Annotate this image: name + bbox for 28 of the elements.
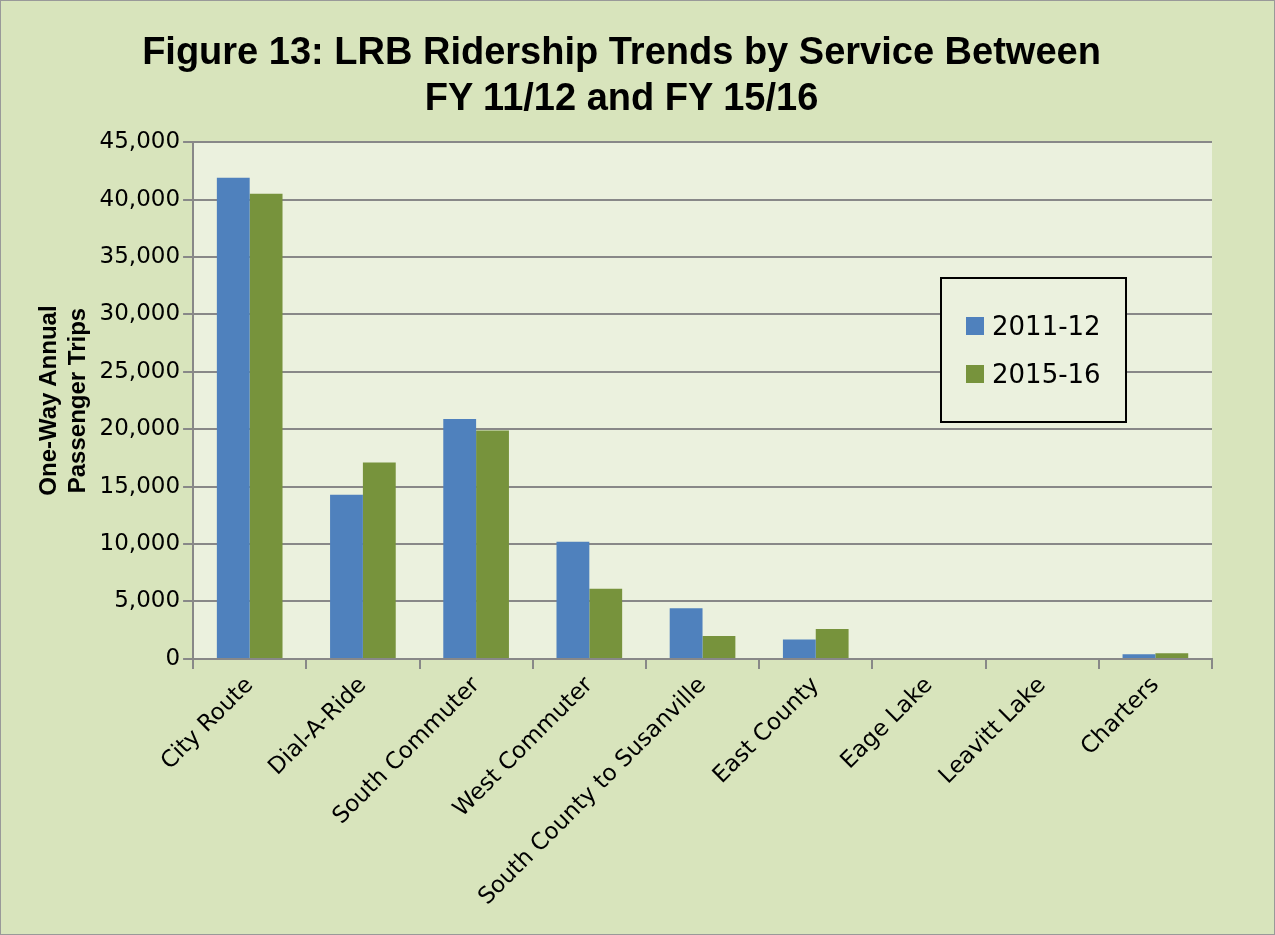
bar	[669, 608, 703, 658]
bar	[556, 541, 590, 658]
bar	[1122, 654, 1156, 658]
y-tick-label: 0	[165, 643, 181, 670]
y-tick-label: 45,000	[99, 127, 181, 154]
bar	[330, 494, 363, 658]
y-tick-label: 35,000	[99, 241, 181, 268]
bar	[476, 430, 509, 658]
y-tick-label: 10,000	[99, 529, 181, 556]
y-tick-label: 15,000	[99, 471, 181, 498]
bar	[1155, 653, 1189, 658]
chart-title: Figure 13: LRB Ridership Trends by Service Between FY 11/12 and FY 15/16	[142, 30, 1101, 118]
legend-label: 2011-12	[992, 310, 1101, 341]
bar	[443, 418, 477, 658]
y-axis-title: One-Way Annual Passenger Trips	[34, 305, 90, 496]
y-tick-label: 20,000	[99, 414, 181, 441]
y-tick-label: 5,000	[114, 586, 181, 613]
legend-label: 2015-16	[992, 358, 1101, 389]
bar	[249, 193, 283, 658]
y-tick-label: 40,000	[99, 184, 181, 211]
bar	[782, 639, 816, 658]
bar	[815, 629, 849, 658]
y-tick-label: 30,000	[99, 299, 181, 326]
bar	[702, 635, 736, 658]
bar	[216, 177, 250, 658]
bar	[362, 462, 396, 658]
y-tick-label: 25,000	[99, 356, 181, 383]
bar	[589, 588, 623, 658]
